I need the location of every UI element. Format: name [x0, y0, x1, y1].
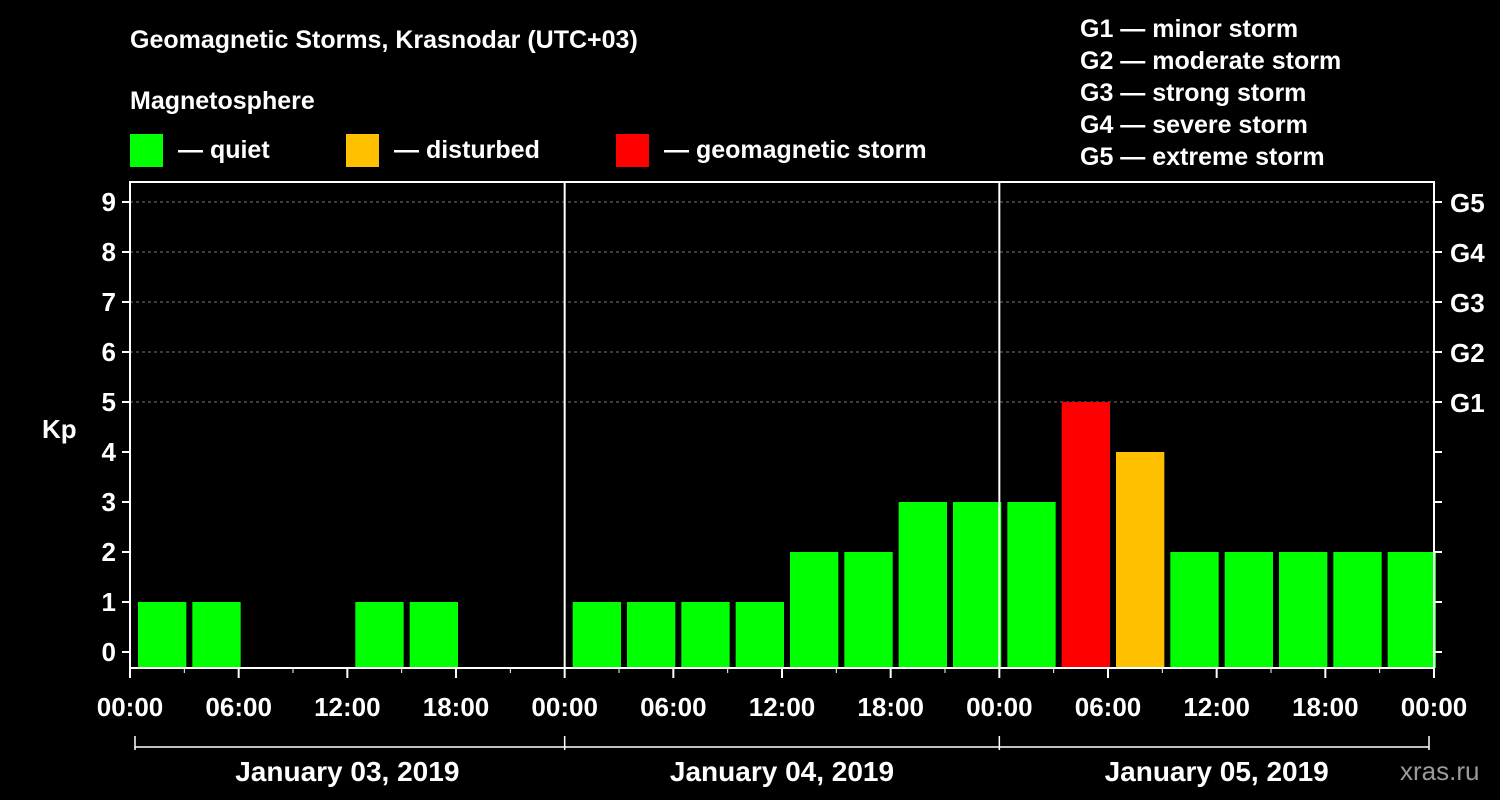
y-tick-label-3: 3 [102, 487, 116, 517]
bar-14 [844, 552, 893, 668]
legend-swatch-disturbed [346, 134, 379, 167]
storm-scale-g5: G5 — extreme storm [1080, 143, 1325, 171]
watermark: xras.ru [1400, 756, 1479, 786]
legend-swatch-storm [616, 134, 649, 167]
bar-21 [1224, 552, 1273, 668]
right-tick-label-g4: G4 [1450, 238, 1485, 268]
chart-title: Geomagnetic Storms, Krasnodar (UTC+03) [130, 26, 638, 54]
x-tick-label-11: 12:00 [1183, 692, 1250, 722]
bar-17 [1007, 502, 1056, 668]
storm-scale-g4: G4 — severe storm [1080, 111, 1308, 139]
legend-swatch-quiet [130, 134, 163, 167]
bar-15 [898, 502, 947, 668]
x-tick-label-3: 12:00 [314, 692, 381, 722]
bar-22 [1279, 552, 1328, 668]
y-tick-label-2: 2 [102, 537, 116, 567]
x-tick-label-12: 18:00 [1292, 692, 1359, 722]
legend-label-disturbed: — disturbed [394, 136, 540, 164]
right-tick-label-g1: G1 [1450, 388, 1485, 418]
bar-23 [1333, 552, 1382, 668]
y-tick-label-7: 7 [102, 287, 116, 317]
right-tick-label-g5: G5 [1450, 188, 1485, 218]
y-tick-label-1: 1 [102, 587, 116, 617]
date-label-2: January 04, 2019 [670, 756, 894, 787]
bar-9 [572, 602, 621, 668]
bar-13 [790, 552, 839, 668]
right-tick-label-g2: G2 [1450, 338, 1485, 368]
y-tick-label-6: 6 [102, 337, 116, 367]
y-tick-label-4: 4 [102, 437, 117, 467]
date-label-3: January 05, 2019 [1105, 756, 1329, 787]
plot-area: 0 1 2 3 4 5 6 7 8 9 G1 G2 G3 G4 G5 00:00 06:00 12:00 18:00… [97, 181, 1485, 787]
storm-scale-g1: G1 — minor storm [1080, 15, 1298, 43]
legend-label-storm: — geomagnetic storm [664, 136, 927, 164]
x-tick-label-6: 06:00 [640, 692, 707, 722]
x-tick-label-4: 18:00 [423, 692, 490, 722]
x-tick-label-2: 06:00 [205, 692, 272, 722]
y-axis-label: Kp [42, 414, 77, 444]
date-label-1: January 03, 2019 [235, 756, 459, 787]
bar-11 [681, 602, 730, 668]
x-tick-label-13: 00:00 [1401, 692, 1468, 722]
y-tick-label-9: 9 [102, 187, 116, 217]
bar-6 [409, 602, 458, 668]
bar-20 [1170, 552, 1219, 668]
bar-10 [627, 602, 676, 668]
y-tick-label-8: 8 [102, 237, 116, 267]
x-tick-label-7: 12:00 [749, 692, 816, 722]
chart-subtitle: Magnetosphere [130, 87, 315, 115]
bar-2 [192, 602, 241, 668]
right-tick-label-g3: G3 [1450, 288, 1485, 318]
bar-24 [1387, 552, 1436, 668]
x-tick-label-10: 06:00 [1075, 692, 1142, 722]
y-tick-label-0: 0 [102, 637, 116, 667]
x-tick-label-1: 00:00 [97, 692, 164, 722]
storm-scale-g3: G3 — strong storm [1080, 79, 1306, 107]
bar-18 [1061, 402, 1110, 668]
bar-16 [953, 502, 1002, 668]
legend-label-quiet: — quiet [178, 136, 270, 164]
bar-1 [138, 602, 187, 668]
bar-19 [1116, 452, 1165, 668]
y-tick-label-5: 5 [102, 387, 116, 417]
x-tick-label-5: 00:00 [531, 692, 598, 722]
x-tick-label-9: 00:00 [966, 692, 1033, 722]
bar-12 [735, 602, 784, 668]
storm-scale-g2: G2 — moderate storm [1080, 47, 1341, 75]
x-tick-label-8: 18:00 [857, 692, 924, 722]
bar-5 [355, 602, 404, 668]
